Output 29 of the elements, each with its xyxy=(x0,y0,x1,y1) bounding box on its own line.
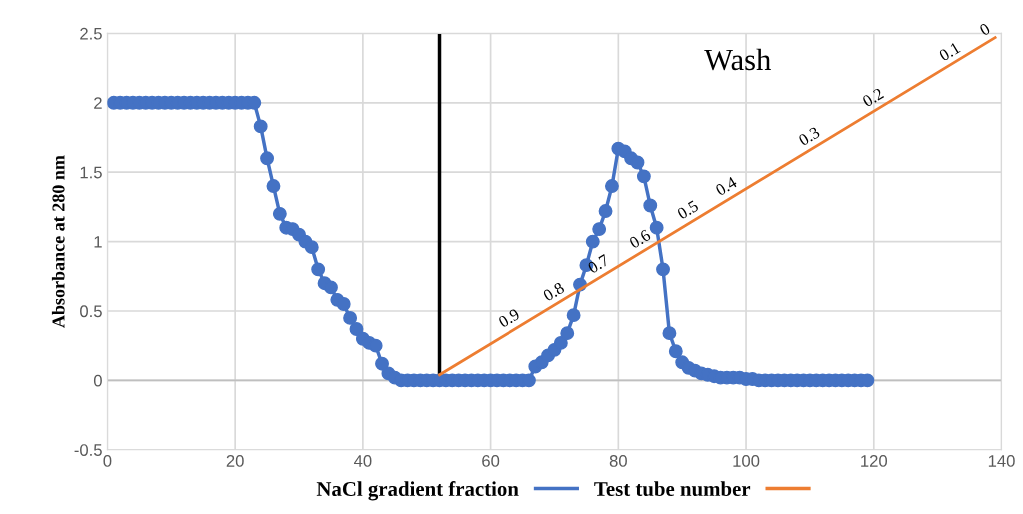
annotation: 0.9 xyxy=(497,308,521,328)
x-tick-label: 20 xyxy=(226,455,244,467)
y-axis-title: Absorbance at 280 nm xyxy=(51,155,65,328)
y-tick-label: -0.5 xyxy=(74,444,102,456)
legend-label: NaCl gradient fraction xyxy=(316,481,519,501)
x-tick-label: 100 xyxy=(733,455,760,467)
y-tick-label: 2.5 xyxy=(80,27,102,40)
y-tick-label: 2 xyxy=(94,97,102,109)
y-tick-label: 0.5 xyxy=(80,305,102,318)
annotation: Wash xyxy=(704,48,771,71)
annotation: 0.7 xyxy=(587,253,610,274)
annotation: 0.3 xyxy=(797,126,821,147)
x-tick-label: 40 xyxy=(353,455,372,467)
y-tick-label: 1 xyxy=(94,236,102,248)
legend-label: Test tube number xyxy=(594,481,751,497)
x-tick-label: 0 xyxy=(103,455,112,467)
annotation: 0 xyxy=(978,22,991,37)
x-tick-label: 60 xyxy=(482,455,500,467)
annotation: 0.2 xyxy=(861,87,885,108)
y-tick-label: 0 xyxy=(93,374,102,387)
y-tick-label: 1.5 xyxy=(80,166,102,179)
annotation: 0.5 xyxy=(676,199,700,220)
annotation: 0.4 xyxy=(714,176,738,197)
annotation: 0.8 xyxy=(542,281,566,302)
x-tick-label: 120 xyxy=(861,455,888,467)
annotation: 0.6 xyxy=(628,229,652,249)
x-tick-label: 80 xyxy=(609,455,627,467)
x-tick-label: 140 xyxy=(988,455,1015,467)
annotation: 0.1 xyxy=(938,41,961,62)
